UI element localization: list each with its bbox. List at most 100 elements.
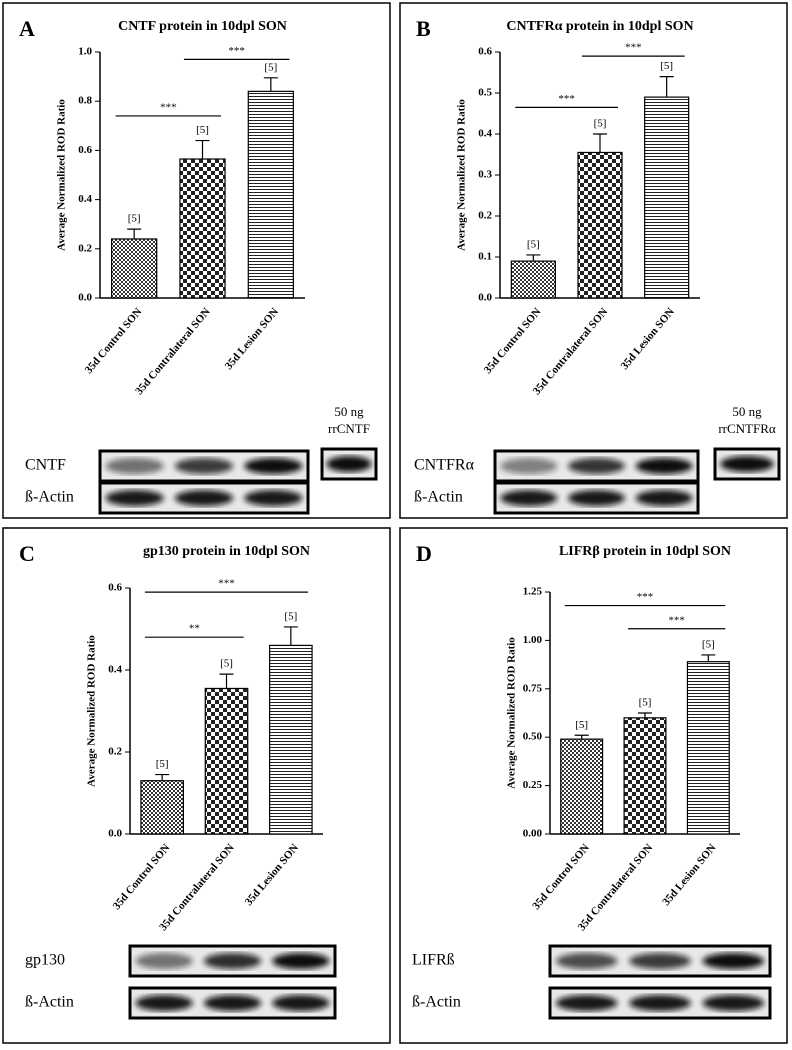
y-tick-label: 0.2 [78,242,92,254]
significance-label: ** [189,623,200,635]
x-tick-label: 35d Lesion SON [619,306,677,372]
y-tick-label: 0.4 [78,193,92,205]
y-tick-label: 0.50 [523,731,543,743]
y-tick-label: 0.0 [108,828,122,840]
blot-band [272,995,330,1011]
blot-band [702,953,765,969]
error-bar [219,673,234,689]
x-tick-label: 35d Control SON [482,306,544,376]
significance-label: *** [228,45,245,57]
panel-letter: A [19,16,35,41]
y-tick-label: 0.2 [478,210,492,222]
y-tick-label: 0.25 [523,779,543,791]
x-tick-label: 35d Contralateral SON [133,306,213,398]
blot-band [135,953,193,969]
blot-band [568,458,625,474]
n-label: [5] [660,60,673,72]
blot-label: CNTF [25,457,66,474]
y-tick-label: 0.6 [108,582,122,594]
blot-band [105,458,164,474]
error-bar [638,712,652,718]
blot-band [174,458,234,474]
n-label: [5] [196,124,209,136]
y-tick-label: 1.00 [523,634,543,646]
y-axis-label: Average Normalized ROD Ratio [56,99,68,251]
y-tick-label: 1.25 [523,586,543,598]
x-tick-label: 35d Control SON [530,842,592,912]
error-bar [155,773,170,781]
error-bar [526,254,541,262]
y-axis-label: Average Normalized ROD Ratio [506,637,518,789]
blot-band [635,490,693,506]
blot-band [555,953,618,969]
significance-label: *** [558,93,575,105]
panel: A CNTF protein in 10dpl SON 0.0 0.2 0.4 0.6 0.… [2,2,391,519]
chart-title: CNTFRα protein in 10dpl SON [506,19,693,34]
panel-border [399,2,788,519]
blot-band [500,490,558,506]
x-tick-label: 35d Lesion SON [243,842,301,908]
x-tick-label: 35d Contralateral SON [576,842,656,934]
error-bar [593,133,607,153]
y-tick-label: 0.6 [78,144,92,156]
standard-label: 50 ng [334,404,364,419]
standard-label: rrCNTF [328,421,370,436]
blot-band [555,995,618,1011]
n-label: [5] [156,758,169,770]
error-bar [283,626,298,646]
standard-label: rrCNTFRα [718,421,776,436]
blot-band [203,995,262,1011]
bar [111,238,158,299]
blot-band [244,458,303,474]
blot-label: ß-Actin [25,994,74,1011]
significance-label: *** [637,591,654,603]
chart-title: CNTF protein in 10dpl SON [118,19,287,34]
x-tick-label: 35d Control SON [83,306,145,376]
n-label: [5] [575,719,588,731]
panel: B CNTFRα protein in 10dpl SON 0.0 0.1 0.2 0.3… [399,2,788,519]
blot-band [272,953,330,969]
bar [140,780,184,835]
bar [247,90,294,299]
significance-label: *** [668,614,685,626]
n-label: [5] [264,61,277,73]
bar [623,717,667,835]
bar [269,644,313,835]
blot-band [629,953,691,969]
blot-band [326,456,372,472]
x-tick-label: 35d Lesion SON [223,306,281,372]
x-tick-label: 35d Control SON [111,842,173,912]
y-tick-label: 0.1 [478,251,492,263]
error-bar [574,734,589,740]
panel-border [399,527,788,1044]
n-label: [5] [284,610,297,622]
n-label: [5] [594,118,607,130]
significance-label: *** [160,101,177,113]
blot-band [105,490,164,506]
significance-label: *** [625,42,642,54]
y-tick-label: 0.0 [78,292,92,304]
y-tick-label: 0.0 [478,292,492,304]
bar [644,96,690,299]
bar [577,151,623,299]
y-axis-label: Average Normalized ROD Ratio [86,635,98,787]
bar [686,661,730,835]
panel-letter: D [416,541,432,566]
bar [179,158,226,299]
blot-label: ß-Actin [414,489,463,506]
chart-title: gp130 protein in 10dpl SON [143,544,310,559]
panel-letter: C [19,541,35,566]
n-label: [5] [639,697,652,709]
blot-label: ß-Actin [412,994,461,1011]
bar [510,260,556,299]
n-label: [5] [220,658,233,670]
y-tick-label: 0.5 [478,87,492,99]
error-bar [127,228,142,239]
bar [204,687,249,835]
blot-label: gp130 [25,952,65,969]
panel-border [2,527,391,1044]
standard-label: 50 ng [732,404,762,419]
y-tick-label: 0.00 [523,828,543,840]
n-label: [5] [702,638,715,650]
